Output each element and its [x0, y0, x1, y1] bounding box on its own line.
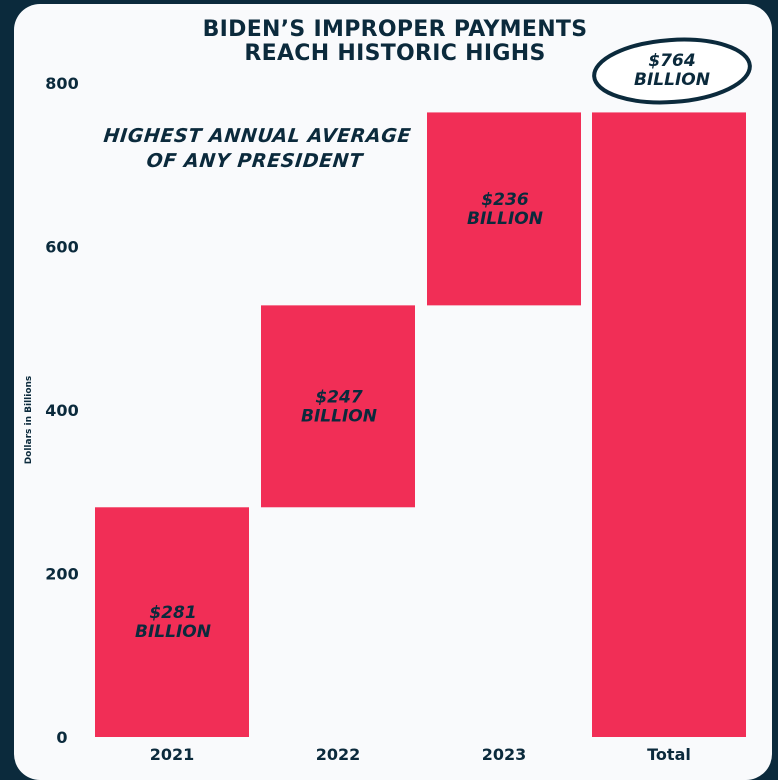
x-tick-label: 2022 — [316, 745, 361, 764]
chart-title-line-2: REACH HISTORIC HIGHS — [244, 41, 546, 66]
y-tick-label: 800 — [45, 74, 78, 93]
x-tick-label: Total — [647, 745, 691, 764]
y-tick-label: 200 — [45, 565, 78, 584]
data-label-2021: $281 BILLION — [135, 603, 211, 642]
annotation-line-2: OF ANY PRESIDENT — [145, 150, 365, 172]
bar-2023 — [427, 112, 581, 306]
data-label-2023: $236 BILLION — [467, 190, 543, 229]
bar-2022 — [261, 305, 415, 508]
x-tick-label: 2023 — [482, 745, 527, 764]
y-tick-label: 600 — [45, 238, 78, 257]
data-label-total: $764 BILLION — [634, 51, 710, 90]
y-tick-label: 400 — [45, 401, 78, 420]
chart-annotation: HIGHEST ANNUAL AVERAGE OF ANY PRESIDENT — [97, 124, 414, 174]
chart-title-line-1: BIDEN’S IMPROPER PAYMENTS — [202, 17, 588, 42]
x-tick-label: 2021 — [150, 745, 195, 764]
chart-title: BIDEN’S IMPROPER PAYMENTS REACH HISTORIC… — [0, 18, 778, 66]
annotation-line-1: HIGHEST ANNUAL AVERAGE — [102, 125, 413, 147]
bar-2021 — [95, 507, 249, 737]
bar-total — [592, 112, 746, 738]
total-callout-ellipse — [592, 37, 752, 105]
y-tick-label: 0 — [56, 728, 67, 747]
data-label-2022: $247 BILLION — [301, 387, 377, 426]
